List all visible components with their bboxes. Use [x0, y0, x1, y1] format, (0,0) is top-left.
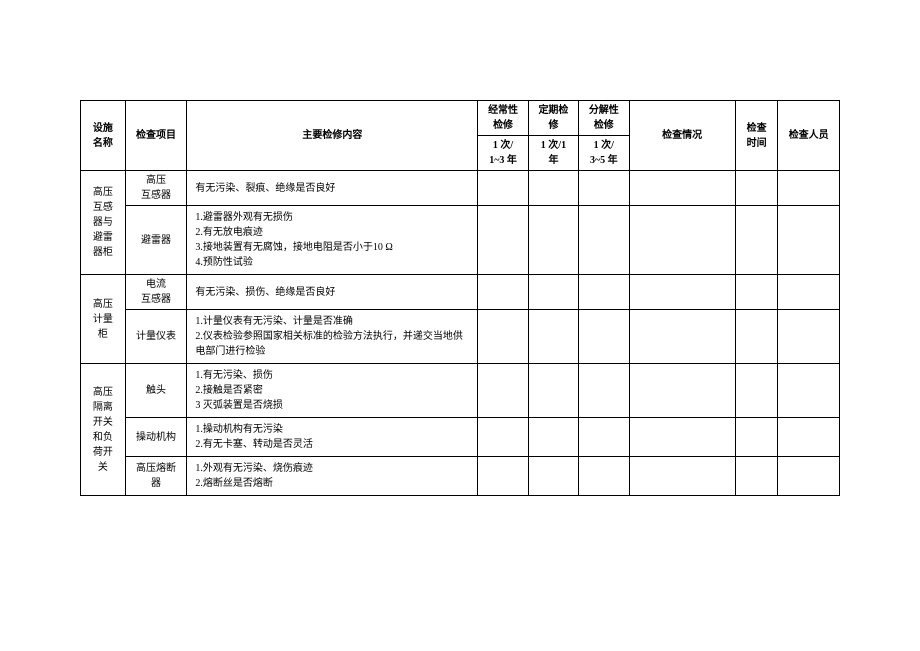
- cell-time: [735, 418, 778, 457]
- cell-status: [629, 275, 735, 310]
- cell-freq: [478, 418, 528, 457]
- cell-freq: [579, 275, 629, 310]
- cell-facility: 高压 互感 器与 避雷 器柜: [81, 171, 126, 275]
- cell-status: [629, 418, 735, 457]
- cell-content: 1.有无污染、损伤 2.接触是否紧密 3 灭弧装置是否烧损: [187, 364, 478, 418]
- header-person: 检查人员: [778, 101, 840, 171]
- cell-freq: [528, 364, 578, 418]
- cell-content: 1.操动机构有无污染 2.有无卡塞、转动是否灵活: [187, 418, 478, 457]
- header-freq1-bot: 1 次/ 1~3 年: [478, 136, 528, 171]
- cell-status: [629, 206, 735, 275]
- cell-freq: [528, 310, 578, 364]
- cell-person: [778, 171, 840, 206]
- cell-freq: [579, 457, 629, 496]
- table-row: 避雷器1.避雷器外观有无损伤 2.有无放电痕迹 3.接地装置有无腐蚀，接地电阻是…: [81, 206, 840, 275]
- cell-content: 有无污染、损伤、绝缘是否良好: [187, 275, 478, 310]
- cell-item: 电流 互感器: [125, 275, 187, 310]
- table-row: 高压熔断 器1.外观有无污染、烧伤痕迹 2.熔断丝是否熔断: [81, 457, 840, 496]
- header-item: 检查项目: [125, 101, 187, 171]
- cell-freq: [478, 206, 528, 275]
- cell-person: [778, 457, 840, 496]
- header-freq3-top: 分解性 检修: [579, 101, 629, 136]
- cell-time: [735, 364, 778, 418]
- cell-person: [778, 310, 840, 364]
- cell-freq: [478, 171, 528, 206]
- cell-item: 高压 互感器: [125, 171, 187, 206]
- cell-freq: [478, 310, 528, 364]
- cell-person: [778, 418, 840, 457]
- cell-freq: [528, 171, 578, 206]
- header-freq1-top: 经常性 检修: [478, 101, 528, 136]
- cell-freq: [478, 364, 528, 418]
- cell-freq: [528, 418, 578, 457]
- cell-freq: [579, 206, 629, 275]
- cell-status: [629, 457, 735, 496]
- cell-freq: [478, 275, 528, 310]
- table-row: 高压 隔离 开关 和负 荷开 关触头1.有无污染、损伤 2.接触是否紧密 3 灭…: [81, 364, 840, 418]
- cell-item: 避雷器: [125, 206, 187, 275]
- header-freq2-top: 定期检 修: [528, 101, 578, 136]
- header-facility: 设施 名称: [81, 101, 126, 171]
- cell-freq: [528, 206, 578, 275]
- cell-item: 计量仪表: [125, 310, 187, 364]
- header-status: 检查情况: [629, 101, 735, 171]
- cell-freq: [528, 457, 578, 496]
- header-time: 检查 时间: [735, 101, 778, 171]
- cell-facility: 高压 计量 柜: [81, 275, 126, 364]
- cell-person: [778, 275, 840, 310]
- cell-time: [735, 275, 778, 310]
- table-row: 操动机构1.操动机构有无污染 2.有无卡塞、转动是否灵活: [81, 418, 840, 457]
- cell-status: [629, 171, 735, 206]
- header-freq2-bot: 1 次/1 年: [528, 136, 578, 171]
- inspection-table: 设施 名称 检查项目 主要检修内容 经常性 检修 定期检 修 分解性 检修 检查…: [80, 100, 840, 496]
- cell-freq: [528, 275, 578, 310]
- cell-time: [735, 206, 778, 275]
- cell-content: 1.计量仪表有无污染、计量是否准确 2.仪表检验参照国家相关标准的检验方法执行，…: [187, 310, 478, 364]
- table-row: 高压 互感 器与 避雷 器柜高压 互感器有无污染、裂痕、绝缘是否良好: [81, 171, 840, 206]
- header-content: 主要检修内容: [187, 101, 478, 171]
- cell-freq: [478, 457, 528, 496]
- cell-freq: [579, 310, 629, 364]
- cell-time: [735, 310, 778, 364]
- cell-facility: 高压 隔离 开关 和负 荷开 关: [81, 364, 126, 496]
- cell-time: [735, 457, 778, 496]
- cell-item: 高压熔断 器: [125, 457, 187, 496]
- cell-status: [629, 310, 735, 364]
- table-row: 高压 计量 柜电流 互感器有无污染、损伤、绝缘是否良好: [81, 275, 840, 310]
- cell-item: 触头: [125, 364, 187, 418]
- cell-freq: [579, 171, 629, 206]
- cell-time: [735, 171, 778, 206]
- cell-status: [629, 364, 735, 418]
- cell-freq: [579, 364, 629, 418]
- cell-person: [778, 206, 840, 275]
- cell-content: 1.避雷器外观有无损伤 2.有无放电痕迹 3.接地装置有无腐蚀，接地电阻是否小于…: [187, 206, 478, 275]
- cell-freq: [579, 418, 629, 457]
- header-freq3-bot: 1 次/ 3~5 年: [579, 136, 629, 171]
- table-row: 计量仪表1.计量仪表有无污染、计量是否准确 2.仪表检验参照国家相关标准的检验方…: [81, 310, 840, 364]
- header-row-1: 设施 名称 检查项目 主要检修内容 经常性 检修 定期检 修 分解性 检修 检查…: [81, 101, 840, 136]
- cell-content: 有无污染、裂痕、绝缘是否良好: [187, 171, 478, 206]
- cell-person: [778, 364, 840, 418]
- cell-content: 1.外观有无污染、烧伤痕迹 2.熔断丝是否熔断: [187, 457, 478, 496]
- cell-item: 操动机构: [125, 418, 187, 457]
